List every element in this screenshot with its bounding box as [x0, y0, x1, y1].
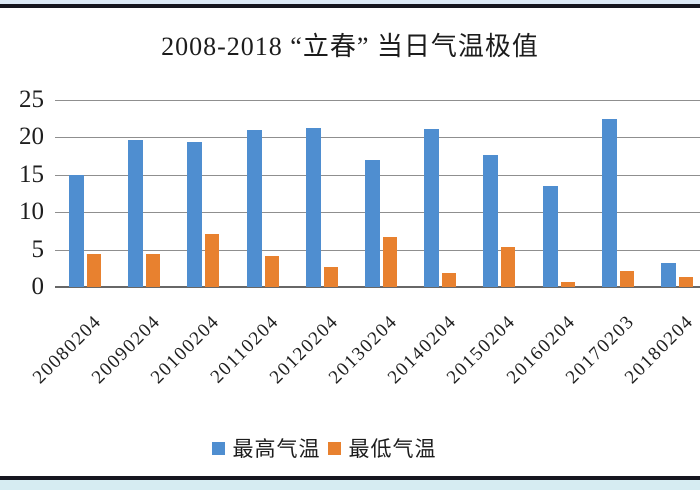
y-axis-tick-label: 15 — [19, 160, 44, 188]
bar-max-temp-20150204 — [483, 155, 499, 287]
bar-min-temp-20080204 — [87, 254, 101, 287]
page-top-band — [0, 0, 700, 4]
bar-max-temp-20100204 — [187, 141, 203, 287]
page-top-rule — [0, 4, 700, 8]
legend-swatch-max-temp-icon — [211, 441, 225, 455]
bar-max-temp-20160204 — [542, 185, 558, 287]
legend-label-min-temp: 最低气温 — [348, 437, 437, 461]
y-axis-tick-label: 5 — [31, 235, 45, 263]
page-bottom-rule — [0, 476, 700, 480]
bar-max-temp-20080204 — [69, 174, 84, 287]
legend-item-max-temp: 最高气温 — [211, 433, 321, 463]
legend-item-min-temp: 最低气温 — [327, 433, 437, 463]
bar-max-temp-20110204 — [246, 130, 262, 287]
bar-max-temp-20140204 — [424, 128, 440, 287]
bar-max-temp-20170203 — [601, 119, 617, 287]
bar-max-temp-20120204 — [305, 128, 321, 287]
bar-max-temp-20090204 — [128, 140, 144, 287]
gridline — [55, 137, 700, 138]
bar-min-temp-20180204 — [679, 276, 693, 287]
legend-label-max-temp: 最高气温 — [232, 437, 321, 461]
bar-min-temp-20110204 — [264, 256, 279, 287]
bar-min-temp-20170203 — [619, 271, 634, 287]
page-bottom-band — [0, 480, 700, 490]
bar-min-temp-20120204 — [323, 266, 338, 287]
bar-min-temp-20130204 — [383, 236, 397, 287]
bar-min-temp-20090204 — [146, 254, 161, 287]
bar-min-temp-20140204 — [442, 272, 457, 287]
bar-max-temp-20180204 — [661, 263, 676, 287]
bar-min-temp-20160204 — [560, 281, 575, 287]
y-axis-tick-label: 10 — [19, 198, 44, 225]
y-axis-tick-label: 0 — [31, 273, 45, 300]
x-axis-line — [55, 286, 700, 288]
bar-max-temp-20130204 — [365, 159, 380, 287]
bar-min-temp-20150204 — [501, 246, 516, 287]
gridline — [55, 99, 700, 101]
chart-title: 2008-2018 “立春” 当日气温极值 — [161, 32, 539, 61]
y-axis-tick-label: 25 — [19, 85, 44, 113]
legend-swatch-min-temp-icon — [327, 441, 341, 455]
y-axis-tick-label: 20 — [19, 123, 44, 150]
bar-min-temp-20100204 — [205, 233, 220, 287]
chart-legend: 最高气温 最低气温 — [0, 433, 674, 463]
